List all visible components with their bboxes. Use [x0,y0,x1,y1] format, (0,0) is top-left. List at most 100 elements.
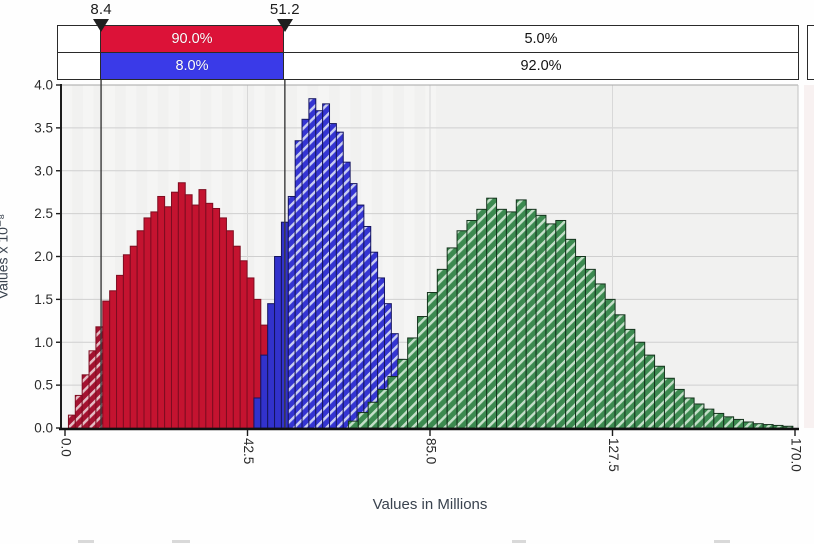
histogram-bar [742,421,754,429]
histogram-bar [67,414,76,429]
histogram-bar [164,206,172,429]
x-tick-label: 42.5 [241,438,256,464]
histogram-bar [116,274,124,429]
histogram-bar [109,290,118,429]
histogram-bar [525,208,537,429]
histogram-bar [723,416,735,429]
y-axis-title: Values x 10⁻⁸ [0,213,11,300]
histogram-bar [713,412,725,429]
histogram-bar [322,103,331,429]
histogram-bar [762,424,774,429]
histogram-bar [184,194,193,429]
histogram-bar [703,408,715,429]
x-tick-label: 85.0 [424,438,439,464]
histogram-bar [407,337,419,429]
histogram-bar [752,423,764,429]
histogram-bar [733,418,744,429]
histogram-bar [357,412,369,429]
histogram-bar [356,204,365,429]
histogram-bar [466,219,478,429]
histogram-bar [575,256,586,429]
histogram-bar [644,354,656,429]
y-tick-label: 2.0 [34,249,53,264]
histogram-bar [143,217,152,429]
histogram-bar [157,195,166,429]
histogram-bar [342,161,351,429]
histogram-bar [274,256,282,429]
histogram-bar [624,328,636,429]
y-tick-label: 0.5 [34,378,53,393]
histogram-bar [673,388,685,429]
y-tick-label: 2.5 [34,206,53,221]
blue-row-right-cell[interactable]: 92.0% [284,53,798,79]
histogram-bar [367,401,379,429]
red-probability-row: 90.0% 5.0% [58,26,798,53]
histogram-bar [614,314,626,429]
histogram-bar [370,251,379,429]
left-delimiter-value: 8.4 [90,1,112,18]
histogram-bar [363,225,372,429]
histogram-bar [74,394,83,429]
histogram-bar [129,245,138,429]
histogram-bar [267,303,276,429]
histogram-bar [308,98,317,429]
histogram-bar [287,195,296,429]
histogram-bar [177,182,186,429]
histogram-bar [693,403,705,429]
x-tick-label: 0.0 [59,438,74,457]
histogram-bar [397,358,409,429]
histogram-bar [486,197,498,429]
y-tick-label: 1.0 [34,335,53,350]
blue-row-left-cell [58,53,100,79]
histogram-bar [150,211,159,429]
histogram-bar [505,211,517,429]
histogram-bar [347,420,359,429]
histogram-bar [88,350,97,429]
x-tick-label: 127.5 [606,438,621,472]
histogram-bar [535,214,547,429]
red-row-right-cell[interactable]: 5.0% [284,26,798,52]
histogram-bar [584,268,596,429]
red-band-cell[interactable]: 90.0% [100,26,284,52]
histogram-bar [772,424,784,429]
histogram-bar [555,219,567,429]
y-tick-label: 3.0 [34,163,53,178]
histogram-bar [594,283,606,429]
clipped-legend-artifact [512,540,526,543]
histogram-bar [253,397,262,429]
x-axis-title: Values in Millions [372,496,488,513]
histogram-bar [315,110,324,429]
right-delimiter-value: 51.2 [269,1,300,18]
histogram-bar [663,377,675,429]
y-tick-label: 3.5 [34,120,53,135]
histogram-bar [349,183,358,429]
y-tick-label: 1.5 [34,292,53,307]
histogram-bar [476,208,488,429]
histogram-bar [81,374,90,429]
histogram-bar [301,118,310,429]
clipped-side-panel [807,25,814,80]
probability-band-table: 90.0% 5.0% 8.0% 92.0% [57,25,799,80]
histogram-bar [239,260,248,429]
y-tick-label: 0.0 [34,421,53,436]
blue-band-cell[interactable]: 8.0% [100,53,284,79]
histogram-bar [436,268,448,429]
histogram-bar [225,230,234,429]
histogram-bar [232,245,241,429]
histogram-bar [654,365,665,429]
histogram-bar [122,254,131,429]
histogram-bar [446,247,458,429]
right-delimiter-handle[interactable] [276,19,293,32]
histogram-bar [683,397,695,429]
histogram-bar [198,189,207,429]
y-tick-label: 4.0 [34,78,53,93]
histogram-bar [387,376,399,429]
histogram-bar [170,191,179,429]
histogram-bar [377,388,389,429]
histogram-bar [102,300,111,429]
histogram-bar [260,354,269,429]
green-distribution-bars [347,197,794,429]
left-delimiter-handle[interactable] [93,19,110,32]
